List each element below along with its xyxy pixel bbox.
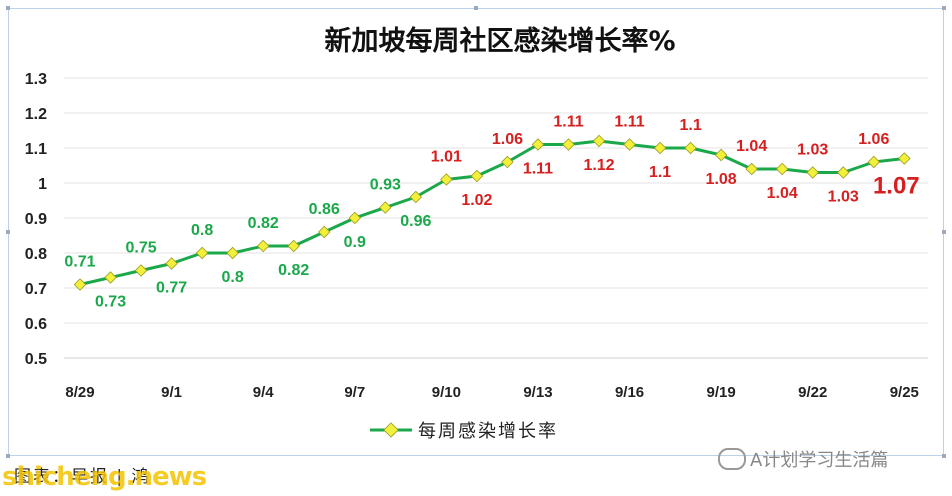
resize-handle[interactable] <box>942 6 946 10</box>
data-point-marker <box>867 155 881 169</box>
data-label: 1.12 <box>583 157 614 174</box>
data-label: 1.1 <box>679 117 701 134</box>
resize-handle[interactable] <box>474 6 478 10</box>
data-label: 0.82 <box>248 215 279 232</box>
data-point-marker <box>714 148 728 162</box>
data-point-marker <box>134 264 148 277</box>
data-label: 1.02 <box>461 192 492 209</box>
data-label: 0.73 <box>95 294 126 311</box>
data-label: 1.08 <box>706 171 737 188</box>
data-point-marker <box>898 152 911 165</box>
series-line <box>79 139 905 286</box>
data-label: 1.03 <box>797 142 828 159</box>
data-label: 0.71 <box>64 254 95 271</box>
data-point-marker <box>440 173 453 186</box>
legend-marker-swatch <box>383 422 399 438</box>
y-tick-label: 0.6 <box>25 316 47 333</box>
wechat-icon <box>718 448 746 470</box>
data-point-marker <box>73 278 87 291</box>
y-tick-label: 0.9 <box>25 211 47 228</box>
resize-handle[interactable] <box>6 454 10 458</box>
data-label: 1.07 <box>873 173 920 200</box>
y-tick-label: 1.2 <box>25 106 47 123</box>
data-label: 0.9 <box>344 234 366 251</box>
data-point-marker <box>562 138 575 151</box>
data-point-marker <box>348 211 361 225</box>
x-tick-label: 9/19 <box>707 384 736 401</box>
data-label: 0.8 <box>222 269 244 286</box>
data-point-marker <box>623 138 636 151</box>
resize-handle[interactable] <box>942 230 946 234</box>
data-point-marker <box>470 169 484 183</box>
data-point-marker <box>501 155 514 169</box>
resize-handle[interactable] <box>6 230 10 234</box>
x-tick-label: 9/4 <box>253 384 275 401</box>
data-label: 1.11 <box>553 114 583 131</box>
data-label: 0.93 <box>370 177 401 194</box>
x-tick-label: 9/1 <box>161 384 182 401</box>
data-point-marker <box>653 141 667 155</box>
resize-handle[interactable] <box>942 454 946 458</box>
chart-title: 新加坡每周社区感染增长率% <box>324 25 675 57</box>
data-point-marker <box>104 271 117 284</box>
x-tick-label: 9/16 <box>615 384 644 401</box>
y-tick-label: 1 <box>38 176 47 193</box>
data-point-marker <box>287 239 300 253</box>
data-label: 0.75 <box>125 240 156 257</box>
y-tick-label: 0.5 <box>25 351 47 368</box>
x-tick-label: 9/10 <box>432 384 461 401</box>
data-point-marker <box>837 166 850 179</box>
data-point-marker <box>531 138 545 151</box>
site-watermark: shicheng.news <box>2 462 207 492</box>
legend: 每周感染增长率 <box>370 421 558 442</box>
data-label: 1.1 <box>649 164 671 181</box>
data-label: 1.03 <box>828 189 859 206</box>
chart-frame <box>6 6 946 458</box>
data-point-marker <box>684 141 697 155</box>
chart-source: 图表：早报 | 鸿 <box>14 467 151 487</box>
x-tick-label: 9/7 <box>344 384 365 401</box>
data-point-marker <box>379 201 392 214</box>
data-label: 1.04 <box>767 185 798 202</box>
y-tick-label: 0.7 <box>25 281 47 298</box>
data-point-marker <box>195 246 209 260</box>
x-tick-label: 8/29 <box>65 384 94 401</box>
data-label: 0.86 <box>309 201 340 218</box>
data-label: 1.06 <box>858 131 889 148</box>
data-label: 1.11 <box>614 114 644 131</box>
data-point-marker <box>256 239 270 253</box>
data-label: 0.96 <box>400 213 431 230</box>
wechat-account-name: A计划学习生活篇 <box>750 450 889 471</box>
legend-label: 每周感染增长率 <box>418 421 558 442</box>
data-label: 1.01 <box>431 149 462 166</box>
data-point-marker <box>775 162 789 176</box>
data-point-marker <box>409 190 423 204</box>
data-label: 0.82 <box>278 262 309 279</box>
resize-handle[interactable] <box>6 6 10 10</box>
data-point-marker <box>165 257 178 270</box>
y-tick-label: 1.1 <box>25 141 47 158</box>
data-point-marker <box>318 225 331 239</box>
data-point-marker <box>226 246 239 260</box>
x-tick-label: 9/22 <box>798 384 827 401</box>
data-label: 1.06 <box>492 131 523 148</box>
data-label: 0.77 <box>156 280 187 297</box>
y-tick-label: 0.8 <box>25 246 47 263</box>
wechat-account: A计划学习生活篇 <box>718 446 888 472</box>
data-point-marker <box>806 166 819 179</box>
y-tick-label: 1.3 <box>25 71 47 88</box>
data-point-marker <box>745 162 758 176</box>
data-label: 1.04 <box>736 138 767 155</box>
data-point-marker <box>592 134 606 148</box>
data-label: 1.11 <box>523 161 553 178</box>
x-tick-label: 9/13 <box>523 384 552 401</box>
x-tick-label: 9/25 <box>890 384 919 401</box>
data-label: 0.8 <box>191 222 213 239</box>
